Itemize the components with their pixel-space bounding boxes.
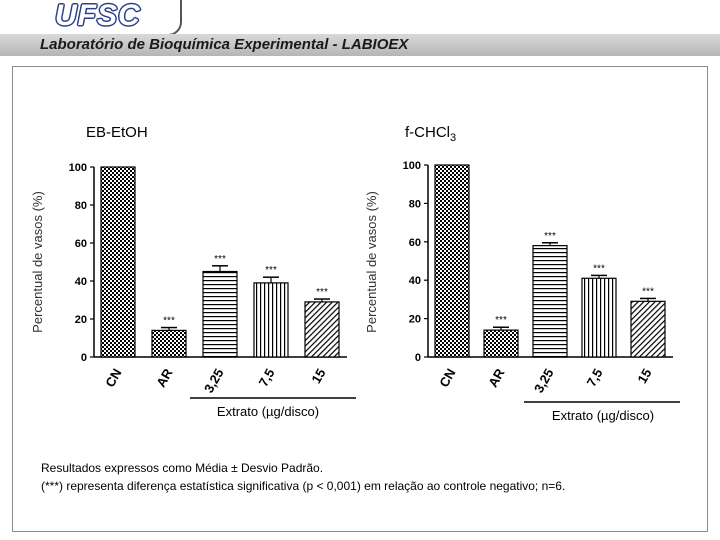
significance-label: *** (593, 263, 605, 274)
footer-note-mean: Resultados expressos como Média ± Desvio… (41, 461, 324, 475)
significance-label: *** (544, 231, 556, 242)
significance-label: *** (163, 316, 175, 327)
bar (100, 166, 136, 358)
banner-title: Laboratório de Bioquímica Experimental -… (40, 36, 409, 53)
y-tick-label: 0 (415, 352, 421, 364)
x-category-label: AR (485, 365, 508, 389)
significance-label: *** (265, 265, 277, 276)
y-tick-label: 100 (403, 160, 421, 172)
x-group-label: Extrato (µg/disco) (552, 408, 654, 423)
y-tick-label: 80 (409, 198, 421, 210)
header-banner (0, 34, 720, 56)
y-tick-label: 40 (409, 275, 421, 287)
y-tick-label: 80 (75, 200, 87, 212)
y-tick-label: 60 (75, 238, 87, 250)
x-group-label: Extrato (µg/disco) (217, 404, 319, 419)
chart-eb-etoh: EB-EtOH Percentual de vasos (%) 0 20 40 60 80 1… (30, 124, 356, 419)
y-tick-label: 0 (81, 352, 87, 364)
significance-label: *** (642, 286, 654, 297)
y-tick-label: 100 (69, 162, 87, 174)
chart-title: EB-EtOH (86, 124, 148, 141)
significance-label: *** (316, 287, 328, 298)
bar (581, 277, 617, 358)
y-tick-label: 60 (409, 237, 421, 249)
footer-note-significance: (***) representa diferença estatística s… (41, 479, 566, 493)
bar (202, 270, 238, 358)
y-tick-label: 20 (409, 314, 421, 326)
x-category-label: 7,5 (584, 366, 606, 389)
ufsc-logo: UFSC (55, 0, 141, 32)
y-axis-label: Percentual de vasos (%) (30, 191, 45, 333)
x-category-label: CN (436, 366, 458, 390)
header-logo-box: UFSC (0, 0, 182, 36)
bar (483, 329, 519, 358)
bar (253, 282, 289, 358)
chart-title: f-CHCl3 (405, 124, 456, 144)
y-tick-label: 20 (75, 314, 87, 326)
x-category-label: 15 (308, 366, 328, 386)
bar (532, 245, 568, 358)
chart-f-chcl3: f-CHCl3 Percentual de vasos (%) 0 20 40 60 80 1… (364, 124, 680, 423)
significance-label: *** (214, 254, 226, 265)
y-tick-label: 40 (75, 276, 87, 288)
y-axis-label: Percentual de vasos (%) (364, 191, 379, 333)
bar (630, 300, 666, 358)
bar (151, 329, 187, 358)
x-category-label: 3,25 (531, 366, 557, 395)
significance-label: *** (495, 315, 507, 326)
bar (304, 301, 340, 358)
bar (434, 164, 470, 358)
x-category-label: 15 (634, 366, 654, 386)
